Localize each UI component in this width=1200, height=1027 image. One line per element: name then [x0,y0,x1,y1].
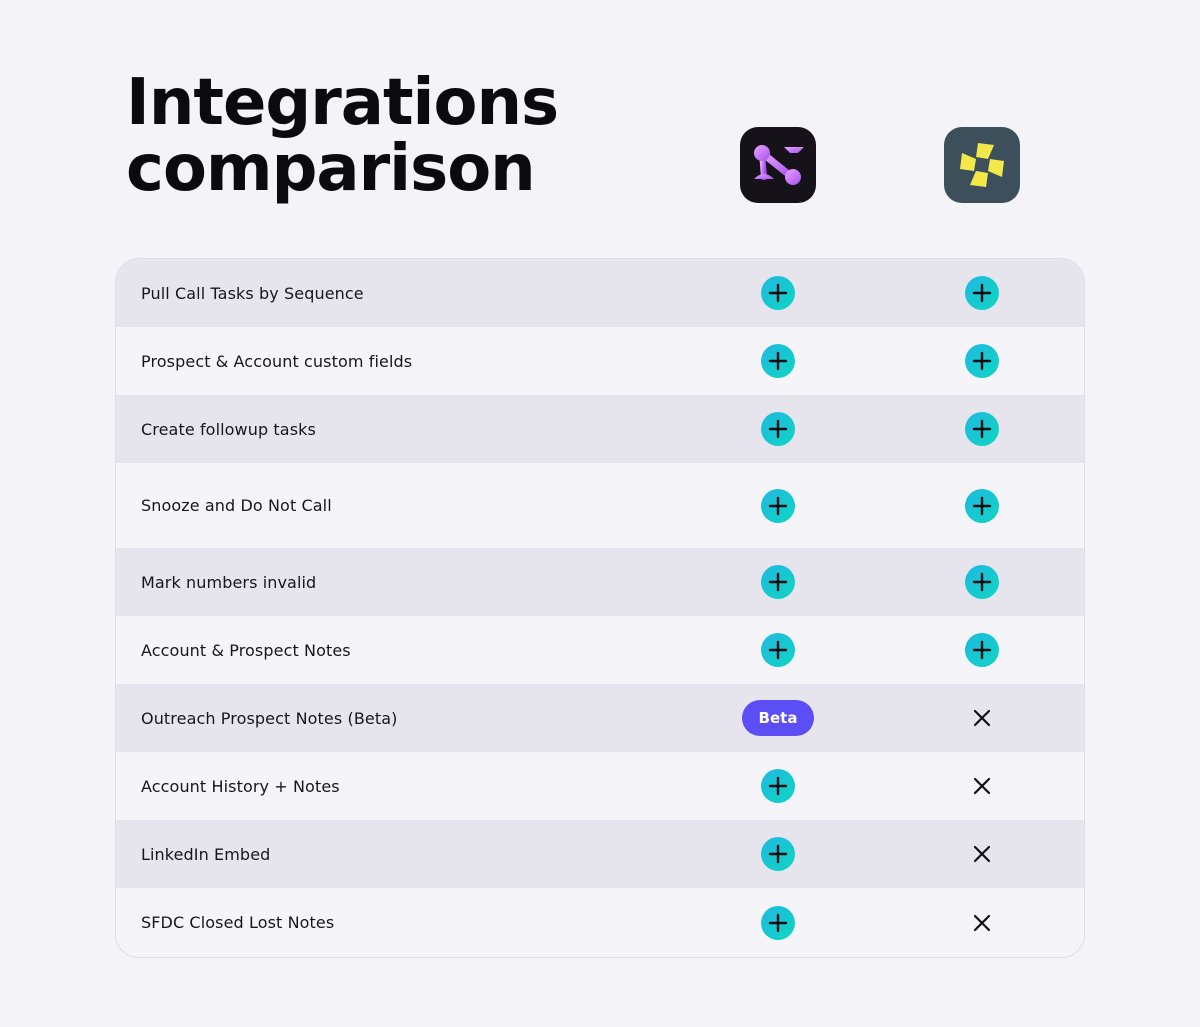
table-row: Create followup tasks [116,395,1084,463]
cell-integration-a [728,820,828,888]
plus-check-icon [965,565,999,599]
page-title-line-1: Integrations [126,66,559,140]
purple-network-logo-icon [740,127,816,203]
cell-integration-a [728,548,828,616]
feature-label: SFDC Closed Lost Notes [141,913,335,932]
cell-integration-b [932,548,1032,616]
cross-icon [972,708,992,728]
table-row: SFDC Closed Lost Notes [116,888,1084,957]
cell-integration-a: Beta [728,684,828,752]
table-row: LinkedIn Embed [116,820,1084,888]
plus-check-icon [965,488,999,523]
cell-integration-b [932,616,1032,684]
plus-check-icon [965,276,999,310]
cell-integration-a [728,463,828,548]
plus-check-icon [965,412,999,446]
cell-integration-a [728,616,828,684]
feature-label: Mark numbers invalid [141,572,317,592]
cross-icon [972,776,992,796]
cell-integration-b [932,820,1032,888]
plus-check-icon [761,565,795,599]
cell-integration-b [932,327,1032,395]
table-row: Outreach Prospect Notes (Beta) Beta [116,684,1084,752]
cell-integration-b [932,684,1032,752]
cross-icon [972,913,992,933]
cell-integration-b [932,752,1032,820]
yellow-pinwheel-logo-icon [944,127,1020,203]
plus-check-icon [965,344,999,378]
table-row: Account & Prospect Notes [116,616,1084,684]
feature-label: Outreach Prospect Notes (Beta) [141,708,398,728]
table-row: Account History + Notes [116,752,1084,820]
cell-integration-a [728,888,828,957]
plus-check-icon [761,276,795,310]
plus-check-icon [965,633,999,667]
beta-badge: Beta [742,700,814,736]
cell-integration-b [932,463,1032,548]
plus-check-icon [761,905,795,940]
cell-integration-a [728,327,828,395]
table-row: Snooze and Do Not Call [116,463,1084,548]
plus-check-icon [761,488,795,523]
plus-check-icon [761,769,795,803]
cell-integration-b [932,259,1032,327]
plus-check-icon [761,412,795,446]
cell-integration-a [728,259,828,327]
feature-label: Account History + Notes [141,776,340,796]
cross-icon [972,844,992,864]
feature-label: Account & Prospect Notes [141,640,351,660]
table-row: Pull Call Tasks by Sequence [116,259,1084,327]
cell-integration-a [728,752,828,820]
page-title: Integrations comparison [126,66,559,206]
cell-integration-a [728,395,828,463]
table-row: Mark numbers invalid [116,548,1084,616]
comparison-table: Pull Call Tasks by Sequence Prospect & Ac… [115,258,1085,958]
feature-label: Prospect & Account custom fields [141,351,413,371]
plus-check-icon [761,344,795,378]
feature-label: Pull Call Tasks by Sequence [141,283,364,303]
cell-integration-b [932,888,1032,957]
feature-label: Create followup tasks [141,419,316,439]
page-title-line-2: comparison [126,132,536,206]
plus-check-icon [761,837,795,871]
feature-label: Snooze and Do Not Call [141,496,332,515]
table-row: Prospect & Account custom fields [116,327,1084,395]
plus-check-icon [761,633,795,667]
feature-label: LinkedIn Embed [141,844,271,864]
cell-integration-b [932,395,1032,463]
